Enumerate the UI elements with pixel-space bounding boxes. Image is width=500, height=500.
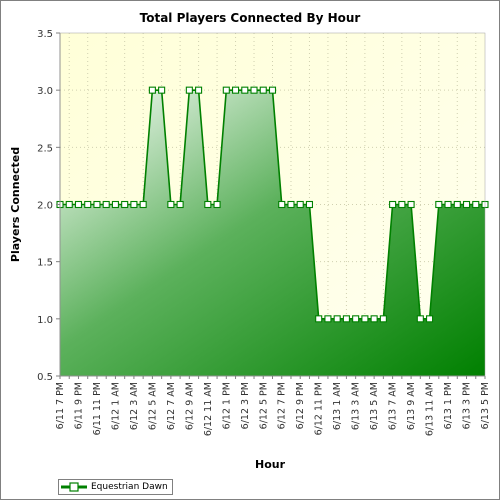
data-point: [222, 86, 230, 94]
data-point: [472, 200, 480, 209]
y-tick-label: 3.0: [37, 86, 53, 97]
x-tick-label: 6/13 1 AM: [332, 382, 343, 430]
data-point: [278, 200, 286, 209]
x-tick-label: 6/13 3 PM: [462, 382, 473, 429]
data-point: [333, 315, 341, 323]
data-point: [398, 200, 406, 209]
y-axis-label: Players Connected: [9, 147, 22, 262]
x-tick-label: 6/13 7 AM: [388, 382, 399, 430]
data-point: [315, 315, 323, 323]
data-point: [361, 315, 369, 323]
x-tick-label: 6/13 1 PM: [443, 382, 454, 429]
data-point: [342, 315, 350, 323]
x-tick-label: 6/12 5 PM: [258, 382, 269, 429]
x-tick-label: 6/11 11 PM: [92, 382, 103, 435]
x-tick-label: 6/12 11 AM: [203, 382, 214, 436]
data-point: [176, 200, 184, 209]
x-tick-label: 6/12 11 PM: [314, 382, 325, 435]
data-point: [148, 86, 156, 94]
x-tick-label: 6/13 9 AM: [406, 382, 417, 430]
data-point: [130, 200, 138, 209]
data-point: [185, 86, 193, 94]
data-point: [407, 200, 415, 209]
y-tick-label: 2.5: [37, 143, 53, 154]
x-tick-label: 6/11 9 PM: [73, 382, 84, 429]
data-point: [250, 86, 258, 94]
data-point: [167, 200, 175, 209]
data-point: [462, 200, 471, 209]
x-tick-label: 6/13 5 AM: [369, 382, 380, 430]
data-point: [121, 200, 129, 209]
y-tick-label: 1.0: [37, 315, 53, 326]
y-tick-label: 2.0: [37, 201, 53, 212]
x-tick-label: 6/12 9 AM: [184, 382, 195, 430]
chart-title: Total Players Connected By Hour: [140, 11, 361, 25]
data-point: [370, 315, 378, 323]
x-tick-label: 6/12 3 PM: [240, 382, 251, 429]
data-point: [241, 86, 249, 94]
x-tick-label: 6/13 3 AM: [351, 382, 362, 430]
data-point: [426, 315, 434, 323]
data-point: [259, 86, 267, 94]
data-point: [74, 200, 83, 209]
x-tick-label: 6/11 7 PM: [55, 382, 66, 429]
data-point: [213, 200, 221, 209]
data-point: [102, 200, 110, 209]
data-point: [268, 86, 277, 94]
data-point: [195, 86, 203, 94]
data-point: [324, 315, 332, 323]
x-axis-label: Hour: [255, 458, 286, 471]
x-tick-label: 6/12 9 PM: [295, 382, 306, 429]
data-point: [379, 315, 387, 323]
data-point: [65, 200, 73, 209]
data-point: [93, 200, 101, 209]
data-point: [453, 200, 461, 209]
data-point: [111, 200, 119, 209]
data-point: [204, 200, 212, 209]
legend-swatch: [61, 482, 87, 492]
y-tick-label: 3.5: [37, 29, 53, 40]
data-point: [296, 200, 304, 209]
x-tick-label: 6/12 3 AM: [129, 382, 140, 430]
data-point: [435, 200, 443, 209]
x-tick-label: 6/13 5 PM: [480, 382, 491, 429]
data-point: [84, 200, 92, 209]
data-point: [352, 315, 360, 323]
x-tick-label: 6/13 11 AM: [425, 382, 436, 436]
x-tick-label: 6/12 7 PM: [277, 382, 288, 429]
data-point: [389, 200, 397, 209]
y-tick-label: 0.5: [37, 372, 53, 383]
data-point: [305, 200, 314, 209]
data-point: [287, 200, 295, 209]
data-point: [444, 200, 452, 209]
x-tick-label: 6/12 1 AM: [110, 382, 121, 430]
data-point: [139, 200, 147, 209]
legend-label: Equestrian Dawn: [91, 482, 168, 492]
data-point: [158, 86, 166, 94]
data-point: [231, 86, 240, 94]
x-tick-label: 6/12 5 AM: [147, 382, 158, 430]
series-area: [60, 90, 485, 377]
data-point: [416, 315, 424, 323]
x-tick-label: 6/12 1 PM: [221, 382, 232, 429]
y-tick-label: 1.5: [37, 258, 53, 269]
x-tick-label: 6/12 7 AM: [166, 382, 177, 430]
legend: Equestrian Dawn: [58, 479, 173, 495]
